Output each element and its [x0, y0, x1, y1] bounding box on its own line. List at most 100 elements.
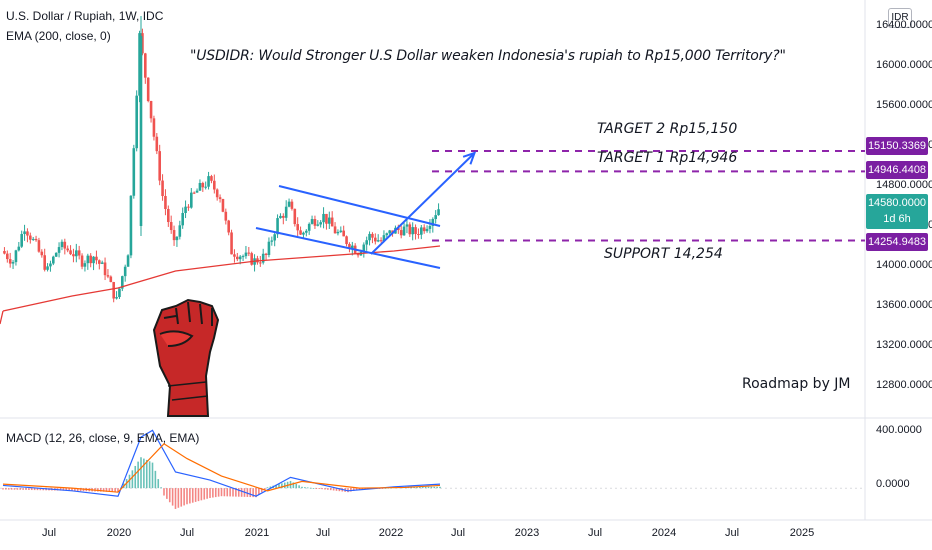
candle-body — [339, 230, 343, 232]
candle-body — [316, 224, 320, 226]
candle-body — [52, 256, 55, 264]
candle-body — [213, 180, 216, 190]
candle-body — [149, 101, 153, 119]
candle-body — [296, 224, 299, 231]
macd-histogram-bar — [355, 488, 358, 491]
macd-histogram-bar — [338, 488, 341, 492]
macd-histogram-bar — [306, 487, 309, 489]
macd-line — [2, 429, 441, 497]
candle-body — [195, 190, 199, 193]
candle-body — [336, 231, 340, 234]
macd-histogram-bar — [39, 488, 42, 491]
macd-histogram-bar — [433, 486, 436, 489]
candle-body — [23, 231, 26, 235]
candle-body — [356, 253, 360, 256]
macd-histogram-bar — [436, 486, 438, 489]
candle-body — [37, 240, 41, 252]
candle-body — [422, 227, 426, 232]
candle-body — [264, 253, 268, 255]
macd-histogram-bar — [419, 486, 421, 489]
macd-histogram-bar — [148, 461, 151, 489]
macd-histogram-bar — [71, 488, 73, 491]
candle-body — [144, 53, 147, 78]
macd-histogram-bar — [315, 488, 318, 489]
macd-histogram-bar — [217, 488, 220, 497]
macd-histogram-bar — [105, 488, 108, 492]
candle-body — [20, 234, 23, 247]
candle-body — [184, 206, 187, 213]
candle-body — [204, 186, 207, 188]
candle-body — [420, 227, 423, 235]
macd-histogram-bar — [240, 488, 243, 497]
current-price: 14580.0000 — [867, 197, 927, 209]
macd-histogram-bar — [117, 488, 119, 493]
candle-body — [411, 227, 414, 235]
symbol-title[interactable]: U.S. Dollar / Rupiah, 1W, IDC — [6, 9, 164, 23]
macd-legend[interactable]: MACD (12, 26, close, 9, EMA, EMA) — [6, 431, 200, 445]
macd-histogram-bar — [226, 488, 229, 497]
macd-histogram-bar — [295, 483, 298, 489]
candle-body — [293, 208, 297, 225]
time-tick: 2022 — [378, 527, 404, 539]
spike-body — [139, 36, 143, 226]
time-tick: Jul — [315, 527, 331, 539]
time-tick: 2025 — [789, 527, 815, 539]
macd-histogram-bar — [252, 488, 254, 498]
ema-legend[interactable]: EMA (200, close, 0) — [6, 29, 111, 43]
macd-histogram-bar — [352, 488, 355, 491]
macd-histogram-bar — [347, 488, 349, 493]
macd-histogram-bar — [111, 488, 114, 492]
candle-body — [362, 244, 366, 252]
candle-body — [284, 206, 288, 218]
candle-body — [428, 225, 432, 229]
candle-body — [376, 240, 380, 242]
macd-histogram-bar — [10, 488, 13, 490]
candle-body — [29, 235, 32, 240]
candle-body — [172, 230, 176, 241]
candle-body — [14, 250, 18, 263]
candle-body — [414, 227, 417, 235]
target1-price-tag: 14946.4408 — [866, 161, 928, 179]
candle-body — [34, 238, 38, 241]
candle-body — [158, 151, 161, 181]
candle-body — [17, 246, 21, 251]
target2-label: TARGET 2 Rp15,150 — [597, 121, 738, 137]
candle-body — [198, 182, 202, 191]
candle-body — [282, 215, 285, 218]
macd-histogram-bar — [171, 488, 174, 506]
candle-body — [66, 248, 69, 251]
macd-tick-0: 0.0000 — [876, 478, 910, 490]
currency-button[interactable]: IDR — [888, 8, 912, 28]
candle-body — [351, 245, 354, 249]
candle-body — [379, 240, 383, 242]
macd-histogram-bar — [22, 488, 24, 490]
macd-histogram-bar — [186, 488, 188, 505]
candle-body — [215, 189, 219, 198]
candle-body — [26, 231, 29, 236]
candle-body — [54, 252, 58, 257]
candle-body — [132, 148, 136, 196]
macd-histogram-bar — [76, 488, 79, 491]
candle-body — [40, 251, 44, 256]
macd-histogram-bar — [301, 486, 303, 489]
candle-body — [109, 276, 113, 283]
macd-histogram-bar — [281, 483, 283, 489]
candle-body — [8, 259, 12, 264]
candle-body — [313, 219, 317, 226]
macd-histogram-bar — [292, 482, 295, 489]
macd-histogram-bar — [174, 488, 177, 509]
macd-histogram-bar — [183, 488, 185, 506]
candle-body — [261, 253, 265, 263]
candle-body — [382, 235, 386, 242]
candle-body — [374, 237, 377, 242]
candle-body — [118, 288, 121, 298]
candle-body — [244, 252, 248, 257]
candle-body — [287, 201, 291, 207]
macd-histogram-bar — [19, 488, 22, 490]
candle-body — [115, 297, 118, 299]
candle-body — [299, 230, 302, 235]
macd-histogram-bar — [134, 465, 137, 489]
ema-200-start — [0, 310, 4, 325]
